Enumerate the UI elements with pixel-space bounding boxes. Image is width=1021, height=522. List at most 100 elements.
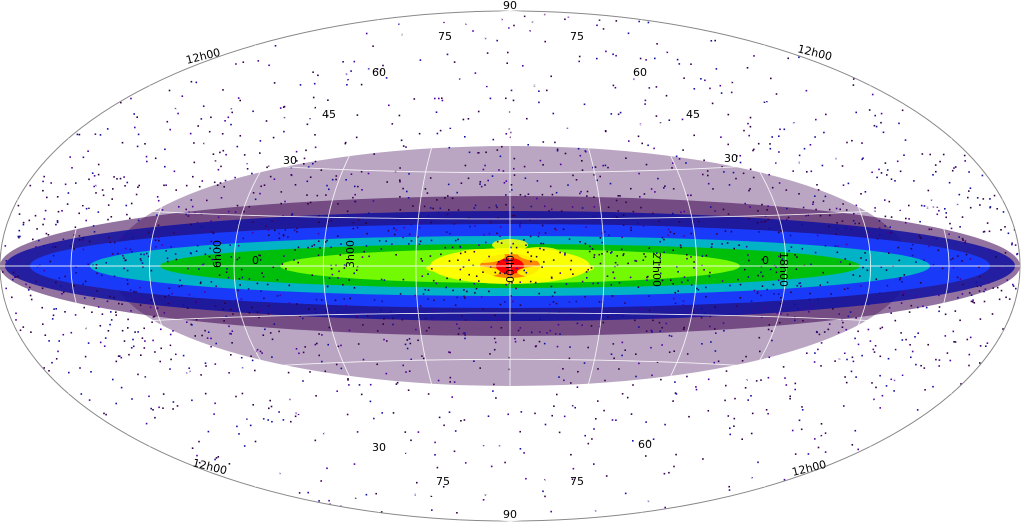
star-point: [817, 446, 820, 449]
star-point: [403, 226, 405, 229]
star-point: [686, 311, 689, 314]
star-point: [686, 254, 688, 256]
star-point: [913, 180, 915, 182]
star-point: [368, 212, 370, 214]
star-point: [436, 466, 439, 469]
star-point: [144, 340, 146, 342]
star-point: [410, 240, 413, 242]
star-point: [779, 303, 782, 305]
star-point: [615, 419, 617, 421]
star-point: [143, 253, 145, 256]
star-point: [366, 232, 368, 235]
star-point: [668, 119, 671, 121]
star-point: [136, 145, 139, 148]
star-point: [769, 268, 772, 271]
star-point: [922, 305, 924, 308]
star-point: [404, 343, 407, 346]
star-point: [672, 283, 674, 285]
star-point: [307, 203, 309, 205]
star-point: [22, 223, 25, 226]
star-point: [957, 296, 959, 299]
star-point: [405, 146, 407, 148]
star-point: [845, 328, 848, 331]
star-point: [354, 185, 356, 188]
star-point: [129, 217, 131, 220]
star-point: [427, 393, 430, 395]
star-point: [496, 240, 499, 243]
star-point: [218, 274, 221, 276]
star-point: [910, 356, 912, 359]
star-point: [690, 194, 692, 197]
star-point: [15, 319, 17, 321]
star-point: [697, 220, 700, 223]
star-point: [798, 154, 801, 157]
star-point: [121, 329, 124, 332]
star-point: [505, 133, 508, 135]
star-point: [875, 125, 878, 128]
star-point: [873, 398, 875, 401]
star-point: [820, 423, 823, 425]
star-point: [838, 313, 840, 315]
star-point: [164, 165, 166, 168]
star-point: [51, 361, 53, 364]
star-point: [460, 420, 462, 422]
star-point: [769, 147, 772, 150]
star-point: [95, 264, 98, 266]
star-point: [417, 236, 419, 238]
star-point: [224, 120, 226, 122]
star-point: [296, 231, 298, 233]
star-point: [598, 253, 600, 256]
star-point: [208, 255, 211, 258]
star-point: [597, 282, 599, 284]
star-point: [801, 247, 804, 250]
star-point: [73, 285, 75, 287]
star-point: [976, 197, 979, 199]
star-point: [475, 287, 478, 290]
star-point: [884, 225, 886, 227]
star-point: [878, 227, 881, 229]
star-point: [278, 232, 280, 235]
star-point: [979, 204, 981, 206]
star-point: [348, 279, 351, 281]
star-point: [67, 192, 70, 194]
star-point: [961, 260, 963, 262]
star-point: [118, 302, 120, 305]
bulge-blob: [455, 249, 505, 263]
star-point: [439, 207, 442, 210]
star-point: [482, 445, 485, 447]
star-point: [537, 235, 540, 238]
star-point: [508, 27, 510, 29]
star-point: [316, 342, 318, 345]
star-point: [982, 198, 985, 200]
star-point: [133, 290, 135, 293]
star-point: [55, 223, 57, 226]
star-point: [919, 236, 921, 238]
star-point: [137, 186, 139, 188]
star-point: [855, 204, 858, 207]
star-point: [842, 203, 844, 205]
star-point: [505, 97, 507, 100]
star-point: [627, 32, 630, 35]
star-point: [158, 406, 160, 409]
star-point: [458, 78, 461, 80]
star-point: [494, 314, 496, 317]
star-point: [53, 244, 55, 247]
star-point: [929, 153, 931, 156]
star-point: [620, 248, 623, 251]
star-point: [512, 99, 515, 102]
star-point: [615, 54, 617, 57]
star-point: [705, 254, 708, 257]
star-point: [162, 407, 164, 409]
star-point: [778, 255, 780, 258]
star-point: [107, 218, 109, 221]
star-point: [727, 415, 730, 417]
star-point: [715, 332, 717, 334]
star-point: [510, 246, 512, 249]
star-point: [828, 208, 831, 211]
star-point: [785, 384, 788, 386]
star-point: [643, 253, 645, 255]
star-point: [74, 314, 77, 316]
star-point: [610, 113, 613, 115]
star-point: [119, 177, 122, 180]
star-point: [675, 155, 678, 158]
